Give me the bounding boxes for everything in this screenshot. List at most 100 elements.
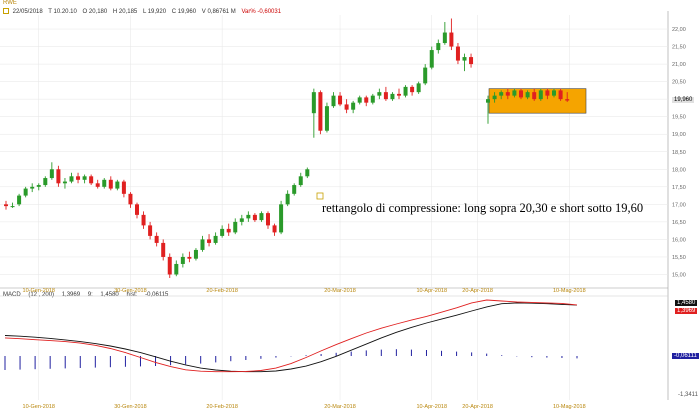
compression-rectangle-layer <box>488 88 587 114</box>
candle-body <box>259 213 264 221</box>
candle-body <box>279 204 284 233</box>
signal-value: 1,4580 <box>100 292 119 298</box>
candle-body <box>512 90 517 96</box>
x-tick-label: 20-Apr-2018 <box>462 288 493 294</box>
candle-body <box>272 225 277 233</box>
candle-body <box>455 46 460 61</box>
grid-lines <box>0 11 669 400</box>
y-tick-label: 16,50 <box>672 220 686 226</box>
candle-body <box>318 92 323 131</box>
y-tick-label: 22,00 <box>672 27 686 33</box>
x-tick-label: 10-Apr-2018 <box>416 288 447 294</box>
candle-body <box>36 185 41 187</box>
candle-body <box>525 92 530 98</box>
ohlc-volume: V 0,86761 M <box>201 8 236 15</box>
annotation-text: rettangolo di compressione: long sopra 2… <box>322 201 643 215</box>
candle-body <box>285 193 290 205</box>
candle-body <box>161 242 166 257</box>
candle-body <box>416 83 421 93</box>
candle-body <box>115 181 120 189</box>
candle-body <box>552 90 556 96</box>
candle-body <box>89 176 94 184</box>
candle-body <box>499 92 504 96</box>
macd-name: MACD <box>3 292 21 298</box>
candle-body <box>462 57 467 61</box>
hist-label: hist: <box>126 292 138 298</box>
candle-body <box>357 97 362 103</box>
candle-body <box>30 186 35 189</box>
macd-value: 1,3969 <box>61 292 81 298</box>
candle-body <box>213 235 218 243</box>
candle-body <box>266 213 270 226</box>
candle-body <box>449 32 454 47</box>
series-swatch <box>3 8 9 14</box>
hist-tag: -0,06111 <box>672 353 699 359</box>
candle-body <box>505 92 510 96</box>
candle-body <box>436 43 441 51</box>
macd-layer <box>4 299 578 373</box>
candle-body <box>532 92 537 100</box>
y-tick-label: 21,50 <box>672 45 686 51</box>
candles-layer <box>4 18 570 278</box>
candle-body <box>174 263 179 275</box>
candle-body <box>246 214 251 219</box>
candle-body <box>545 90 550 96</box>
candle-body <box>429 50 434 68</box>
candle-body <box>102 179 107 187</box>
x-tick-label-macd: 30-Gen-2018 <box>114 404 146 410</box>
y-tick-label: 20,50 <box>672 80 686 86</box>
ohlc-low: L 19,920 <box>142 8 167 15</box>
candle-body <box>226 228 231 233</box>
y-tick-label: 21,00 <box>672 62 686 68</box>
candle-body <box>239 218 244 222</box>
candle-body <box>344 104 349 110</box>
candle-body <box>121 181 126 194</box>
candle-body <box>69 176 74 182</box>
x-tick-label-macd: 10-Apr-2018 <box>416 404 447 410</box>
macd-header: MACD (12 , 200) 1,3969 9: 1,4580 hist: -… <box>3 292 174 298</box>
x-tick-label-macd: 20-Feb-2018 <box>206 404 238 410</box>
candle-body <box>492 95 497 100</box>
candle-body <box>154 235 159 243</box>
candle-body <box>331 95 336 107</box>
candle-body <box>49 169 54 179</box>
candle-body <box>486 99 490 103</box>
y-tick-label: 15,00 <box>672 272 686 278</box>
candle-body <box>135 204 139 215</box>
candle-body <box>311 92 316 114</box>
candle-body <box>10 206 15 208</box>
x-tick-label: 20-Mar-2018 <box>324 288 356 294</box>
x-tick-label-macd: 10-Gen-2018 <box>23 404 55 410</box>
x-tick-label-macd: 20-Apr-2018 <box>462 404 493 410</box>
instrument-title: RWE <box>3 0 17 6</box>
candle-body <box>305 169 310 177</box>
candle-body <box>187 256 192 259</box>
x-tick-label-macd: 20-Mar-2018 <box>324 404 356 410</box>
macd-params: (12 , 200) <box>28 292 55 298</box>
candle-body <box>298 176 303 186</box>
y-tick-label: 17,50 <box>672 185 686 191</box>
candle-body <box>207 239 212 243</box>
candle-body <box>324 106 329 131</box>
candle-body <box>252 214 257 221</box>
ohlc-var: Var% -0,60031 <box>241 8 282 15</box>
ohlc-time: T 10.20.10 <box>48 8 77 15</box>
candle-body <box>519 90 523 98</box>
signal-line <box>4 299 578 373</box>
signal-tag: 1,4580 <box>675 300 698 306</box>
candle-body <box>200 239 205 250</box>
ohlc-high: H 20,185 <box>112 8 138 15</box>
x-tick-label: 20-Feb-2018 <box>206 288 238 294</box>
candle-body <box>364 97 369 103</box>
candle-body <box>383 92 388 100</box>
x-tick-label: 10-Gen-2018 <box>23 288 55 294</box>
ohlc-date: 22/05/2018 <box>12 8 43 15</box>
candle-body <box>167 256 172 275</box>
y-tick-label: 19,50 <box>672 115 686 121</box>
candle-body <box>220 228 225 236</box>
candle-body <box>390 93 395 100</box>
macd-line <box>4 302 578 373</box>
candle-body <box>370 95 375 103</box>
candle-body <box>43 178 48 186</box>
